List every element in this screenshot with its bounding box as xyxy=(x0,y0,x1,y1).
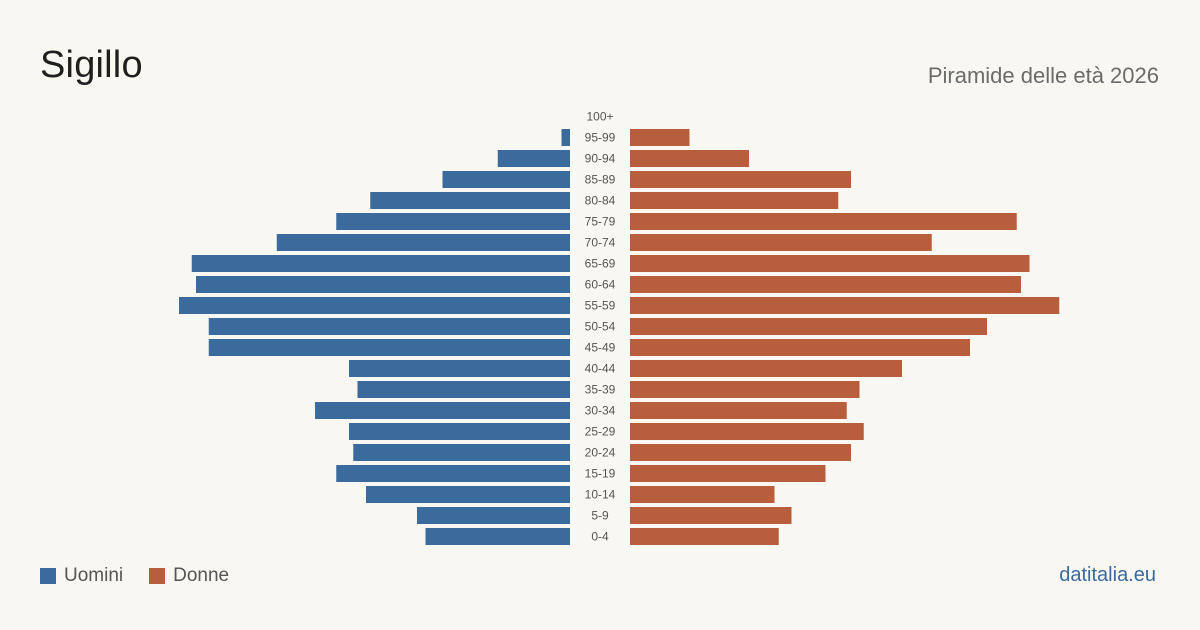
bar-female-90-94 xyxy=(630,150,749,167)
age-label-20-24: 20-24 xyxy=(585,446,616,460)
age-label-65-69: 65-69 xyxy=(585,257,616,271)
bar-male-90-94 xyxy=(497,150,570,167)
age-label-95-99: 95-99 xyxy=(585,131,616,145)
bar-female-70-74 xyxy=(630,234,932,251)
bar-female-40-44 xyxy=(630,360,902,377)
bar-male-80-84 xyxy=(370,192,570,209)
bar-female-80-84 xyxy=(630,192,839,209)
bar-male-70-74 xyxy=(276,234,570,251)
bar-female-50-54 xyxy=(630,318,987,335)
age-label-5-9: 5-9 xyxy=(591,509,609,523)
chart-subtitle: Piramide delle età 2026 xyxy=(927,63,1159,88)
bar-female-65-69 xyxy=(630,255,1030,272)
bar-female-45-49 xyxy=(630,339,970,356)
bar-female-5-9 xyxy=(630,507,792,524)
bar-female-25-29 xyxy=(630,423,864,440)
legend-item-male: Uomini xyxy=(40,565,123,587)
bar-male-5-9 xyxy=(417,507,570,524)
bar-female-60-64 xyxy=(630,276,1021,293)
bar-male-40-44 xyxy=(349,360,570,377)
age-label-100plus: 100+ xyxy=(586,110,613,124)
age-label-45-49: 45-49 xyxy=(585,341,616,355)
bar-female-95-99 xyxy=(630,129,690,146)
bar-female-75-79 xyxy=(630,213,1017,230)
bar-male-15-19 xyxy=(336,465,570,482)
legend-item-female: Donne xyxy=(149,565,229,587)
bar-male-35-39 xyxy=(357,381,570,398)
bar-female-35-39 xyxy=(630,381,860,398)
bar-female-20-24 xyxy=(630,444,851,461)
bar-male-25-29 xyxy=(349,423,570,440)
bar-male-85-89 xyxy=(442,171,570,188)
legend-swatch-female xyxy=(149,568,166,584)
bar-male-50-54 xyxy=(208,318,570,335)
age-label-0-4: 0-4 xyxy=(591,530,609,544)
bar-male-10-14 xyxy=(366,486,570,503)
age-label-15-19: 15-19 xyxy=(585,467,616,481)
age-label-75-79: 75-79 xyxy=(585,215,616,229)
age-label-60-64: 60-64 xyxy=(585,278,616,292)
age-label-25-29: 25-29 xyxy=(585,425,616,439)
bar-male-95-99 xyxy=(561,129,570,146)
legend: Uomini Donne xyxy=(40,565,255,587)
bar-male-30-34 xyxy=(315,402,570,419)
legend-swatch-male xyxy=(40,568,56,584)
bar-female-55-59 xyxy=(630,297,1060,314)
chart-title: Sigillo xyxy=(40,44,143,86)
bar-male-55-59 xyxy=(179,297,570,314)
age-label-85-89: 85-89 xyxy=(585,173,616,187)
age-label-10-14: 10-14 xyxy=(585,488,616,502)
age-label-40-44: 40-44 xyxy=(585,362,616,376)
age-label-50-54: 50-54 xyxy=(585,320,616,334)
source-link[interactable]: datitalia.eu xyxy=(1059,564,1156,586)
bar-female-0-4 xyxy=(630,528,779,545)
bar-male-20-24 xyxy=(353,444,570,461)
age-label-90-94: 90-94 xyxy=(585,152,616,166)
bar-female-30-34 xyxy=(630,402,847,419)
legend-label-female: Donne xyxy=(173,565,230,586)
bar-female-10-14 xyxy=(630,486,775,503)
legend-label-male: Uomini xyxy=(64,565,124,586)
age-label-35-39: 35-39 xyxy=(585,383,616,397)
bar-female-15-19 xyxy=(630,465,826,482)
age-label-80-84: 80-84 xyxy=(585,194,616,208)
bar-male-0-4 xyxy=(425,528,570,545)
bar-male-65-69 xyxy=(191,255,570,272)
bar-male-60-64 xyxy=(196,276,570,293)
age-label-30-34: 30-34 xyxy=(585,404,616,418)
bar-male-75-79 xyxy=(336,213,570,230)
bar-male-45-49 xyxy=(208,339,570,356)
age-label-55-59: 55-59 xyxy=(585,299,616,313)
bar-female-85-89 xyxy=(630,171,851,188)
age-label-70-74: 70-74 xyxy=(585,236,616,250)
